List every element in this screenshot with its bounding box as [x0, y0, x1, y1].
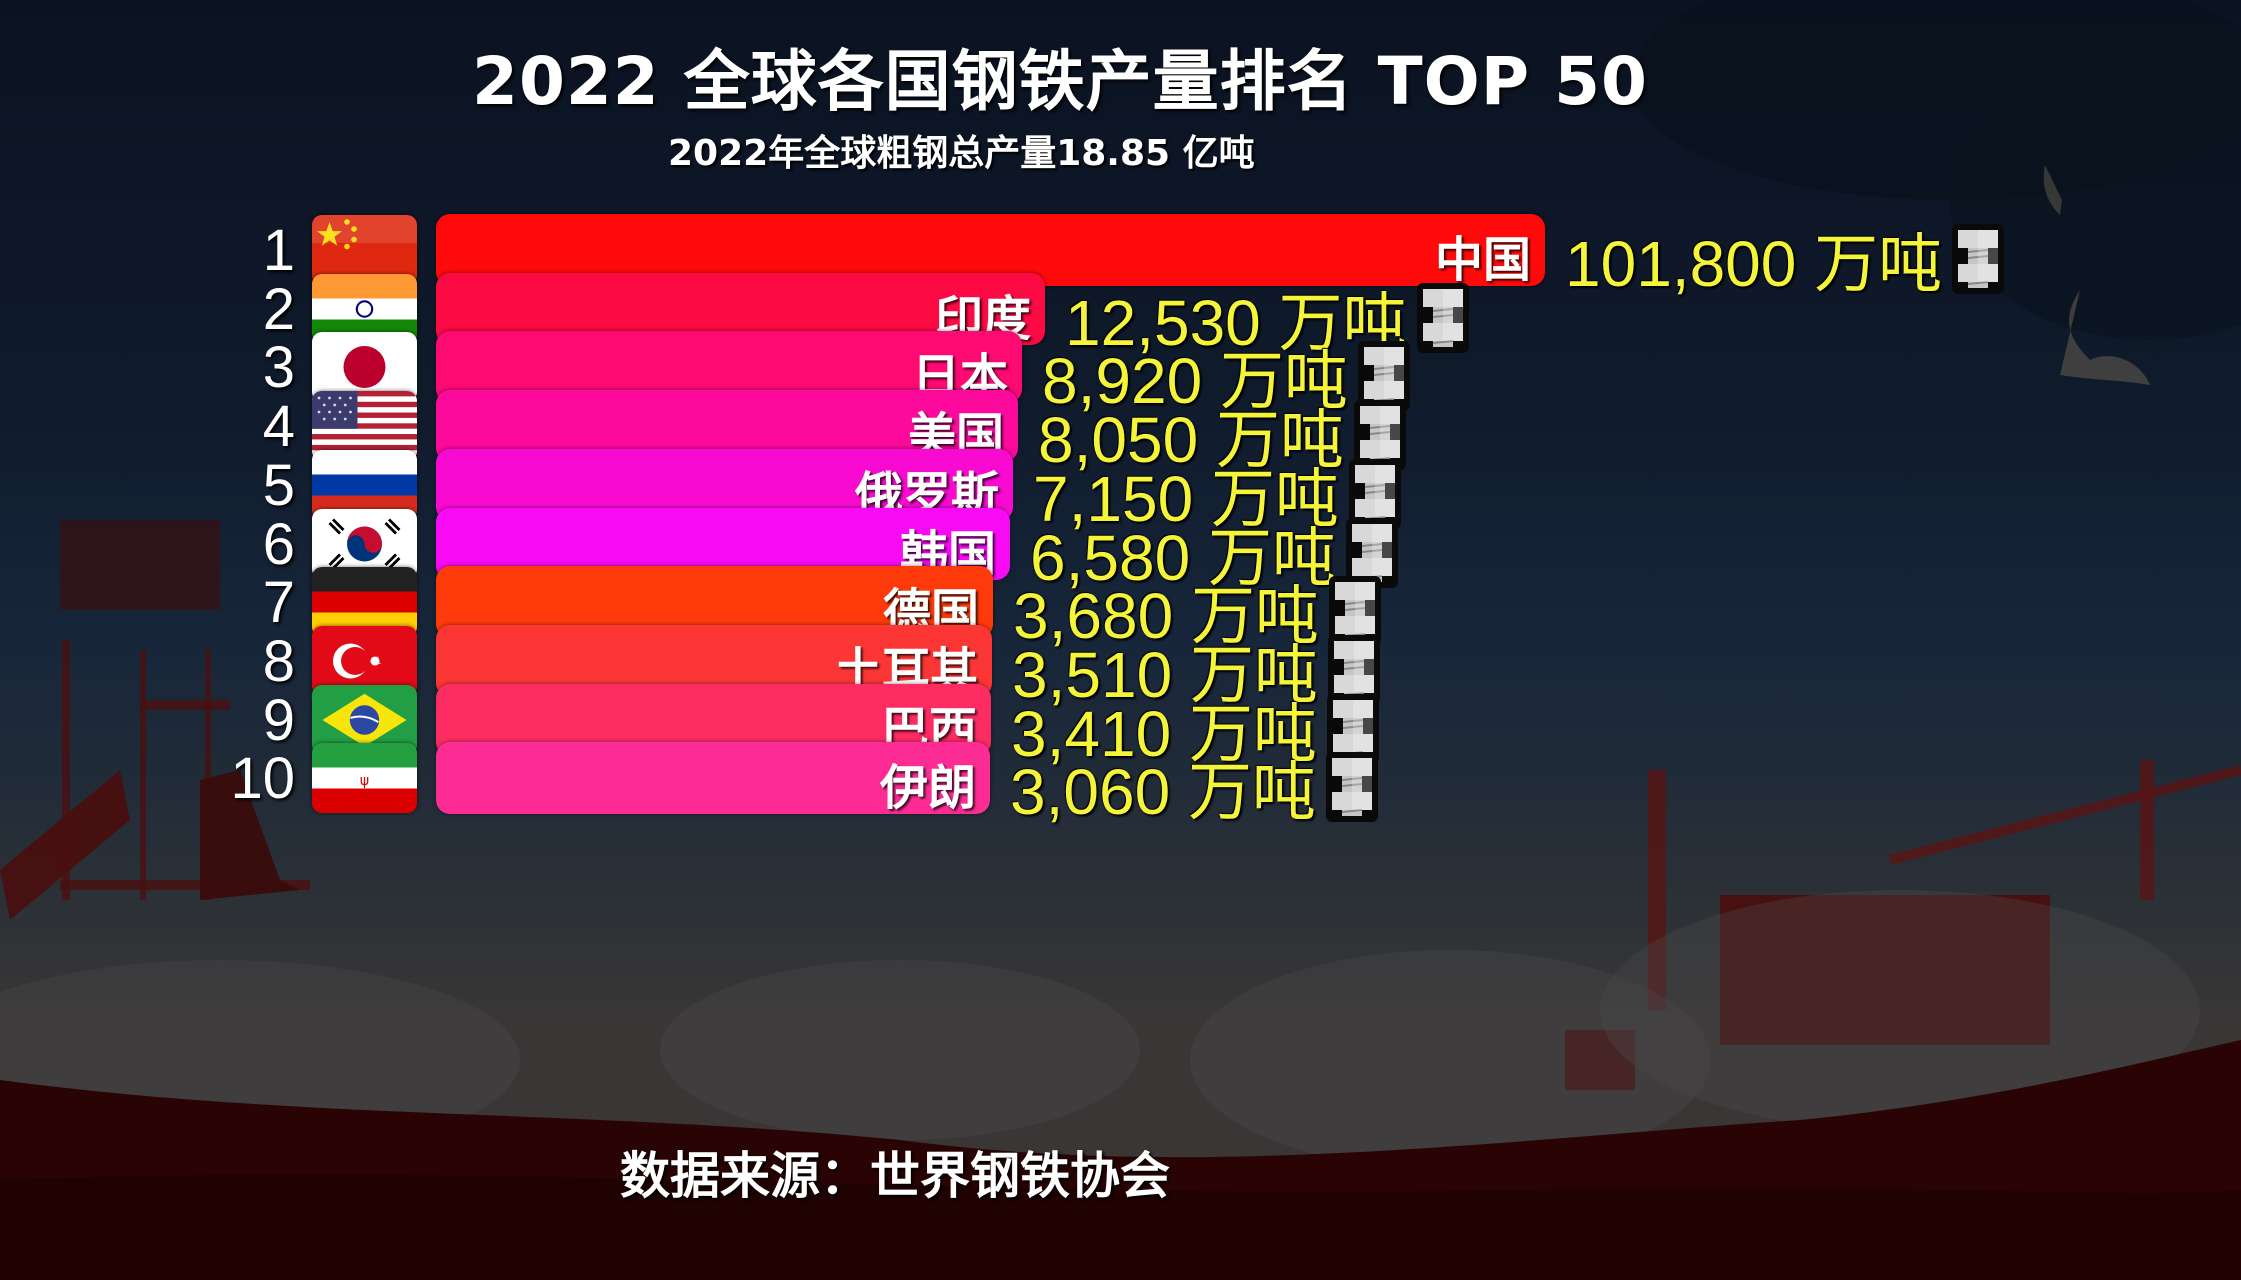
- bolt-icon: [1353, 400, 1406, 471]
- chart-title: 2022 全球各国钢铁产量排名 TOP 50: [472, 43, 1648, 120]
- country-label: 中国: [1434, 232, 1531, 288]
- value-label: 6,580 万吨: [1030, 507, 1398, 599]
- japan-flag-icon: [312, 332, 417, 403]
- usa-flag-icon: [312, 391, 417, 462]
- value-label: 8,050 万吨: [1038, 389, 1406, 481]
- rank-number: 8: [262, 628, 295, 694]
- value-text: 8,920 万吨: [1042, 345, 1348, 418]
- rank-number: 2: [262, 276, 295, 342]
- bolt-icon: [1345, 517, 1398, 588]
- rank-number: 9: [262, 687, 295, 753]
- data-source: 数据来源：世界钢铁协会: [620, 1147, 1170, 1205]
- value-text: 8,050 万吨: [1038, 404, 1344, 477]
- table-row-8: 8 土耳其 3,510 万吨: [0, 624, 2241, 711]
- turkey-flag-icon: [312, 625, 417, 696]
- value-text: 3,510 万吨: [1012, 638, 1318, 711]
- country-label: 伊朗: [879, 760, 976, 817]
- rank-number: 6: [262, 511, 295, 577]
- value-text: 3,060 万吨: [1010, 756, 1316, 829]
- value-label: 12,530 万吨: [1065, 272, 1469, 364]
- value-text: 12,530 万吨: [1065, 286, 1407, 359]
- chart-subtitle: 2022年全球粗钢总产量18.85 亿吨: [668, 133, 1255, 174]
- value-label: 3,410 万吨: [1011, 683, 1379, 775]
- bolt-icon: [1325, 752, 1378, 823]
- rank-number: 3: [262, 335, 295, 401]
- value-text: 7,150 万吨: [1033, 462, 1339, 535]
- rank-number: 10: [230, 746, 295, 812]
- value-text: 3,410 万吨: [1011, 697, 1317, 770]
- bolt-icon: [1357, 341, 1410, 412]
- table-row-6: 6 韩国 6,580 万吨: [0, 507, 2241, 594]
- value-label: 3,060 万吨: [1010, 741, 1378, 833]
- bolt-icon: [1327, 634, 1380, 705]
- rank-number: 7: [262, 570, 295, 636]
- svg-text:ψ: ψ: [360, 773, 369, 789]
- brazil-flag-icon: [312, 684, 417, 755]
- value-text: 6,580 万吨: [1030, 521, 1336, 594]
- value-label: 101,800 万吨: [1565, 213, 2005, 305]
- table-row-10: 10 ψ 伊朗 3,060 万吨: [0, 741, 2241, 828]
- bolt-icon: [1952, 224, 2005, 294]
- bolt-icon: [1416, 282, 1469, 353]
- china-flag-icon: [312, 215, 417, 285]
- value-text: 101,800 万吨: [1565, 228, 1943, 300]
- value-label: 8,920 万吨: [1042, 330, 1410, 422]
- korea-flag-icon: [312, 508, 417, 579]
- value-label: 3,680 万吨: [1013, 565, 1381, 657]
- india-flag-icon: [312, 273, 417, 344]
- value-label: 3,510 万吨: [1012, 624, 1380, 716]
- rank-number: 5: [262, 452, 295, 518]
- rank-number: 1: [262, 218, 295, 283]
- value-label: 7,150 万吨: [1033, 448, 1401, 540]
- value-text: 3,680 万吨: [1013, 580, 1319, 653]
- rank-number: 4: [262, 394, 295, 460]
- iran-flag-icon: ψ: [312, 743, 417, 814]
- bolt-icon: [1328, 576, 1381, 647]
- bolt-icon: [1326, 693, 1379, 764]
- bar: 伊朗: [436, 742, 990, 816]
